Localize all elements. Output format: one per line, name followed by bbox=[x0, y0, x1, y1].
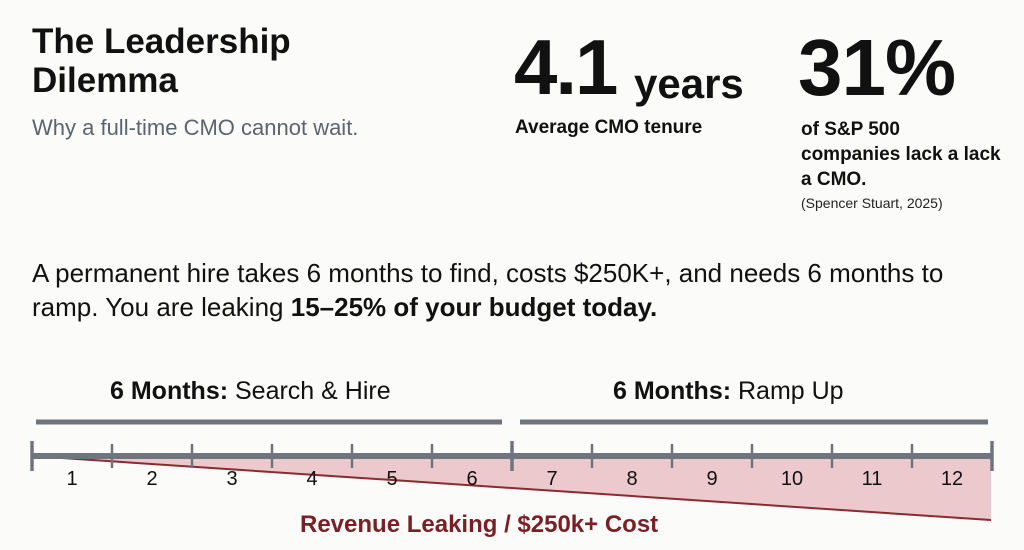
statement-emphasis: 15–25% of your budget today. bbox=[290, 292, 658, 322]
month-label-8: 8 bbox=[626, 468, 638, 490]
tenure-value: 4.1 bbox=[514, 23, 618, 111]
lack-cmo-label: of S&P 500 companies lack a lack a CMO. bbox=[801, 119, 1001, 190]
dilemma-statement: A permanent hire takes 6 months to find,… bbox=[32, 256, 952, 324]
month-label-9: 9 bbox=[706, 468, 718, 490]
phase-ramp-up-label: 6 Months: Ramp Up bbox=[613, 377, 844, 406]
month-label-1: 1 bbox=[66, 468, 78, 490]
month-label-4: 4 bbox=[306, 468, 318, 490]
page-subtitle: Why a full-time CMO cannot wait. bbox=[32, 115, 359, 140]
page-title: The Leadership Dilemma bbox=[32, 22, 291, 100]
month-label-6: 6 bbox=[466, 468, 478, 490]
month-label-2: 2 bbox=[146, 468, 158, 490]
phase-search-hire-duration: 6 Months: bbox=[110, 377, 229, 405]
tenure-unit: years bbox=[634, 60, 744, 107]
phase-ramp-up-duration: 6 Months: bbox=[613, 377, 732, 405]
phase-ramp-up-text: Ramp Up bbox=[731, 377, 844, 405]
phase-search-hire-label: 6 Months: Search & Hire bbox=[110, 377, 391, 406]
month-label-10: 10 bbox=[780, 468, 804, 490]
month-label-12: 12 bbox=[940, 468, 964, 490]
timeline-ticks bbox=[30, 441, 994, 471]
lack-cmo-source: (Spencer Stuart, 2025) bbox=[801, 195, 943, 211]
month-label-11: 11 bbox=[861, 468, 883, 490]
month-label-7: 7 bbox=[546, 468, 558, 490]
statement-text: A permanent hire takes 6 months to find,… bbox=[32, 258, 944, 322]
phase-search-hire-text: Search & Hire bbox=[228, 377, 391, 405]
month-label-3: 3 bbox=[226, 468, 238, 490]
month-label-5: 5 bbox=[386, 468, 398, 490]
revenue-leak-label: Revenue Leaking / $250k+ Cost bbox=[300, 511, 659, 538]
lack-cmo-value: 31% bbox=[798, 23, 956, 112]
tenure-label: Average CMO tenure bbox=[515, 117, 703, 138]
